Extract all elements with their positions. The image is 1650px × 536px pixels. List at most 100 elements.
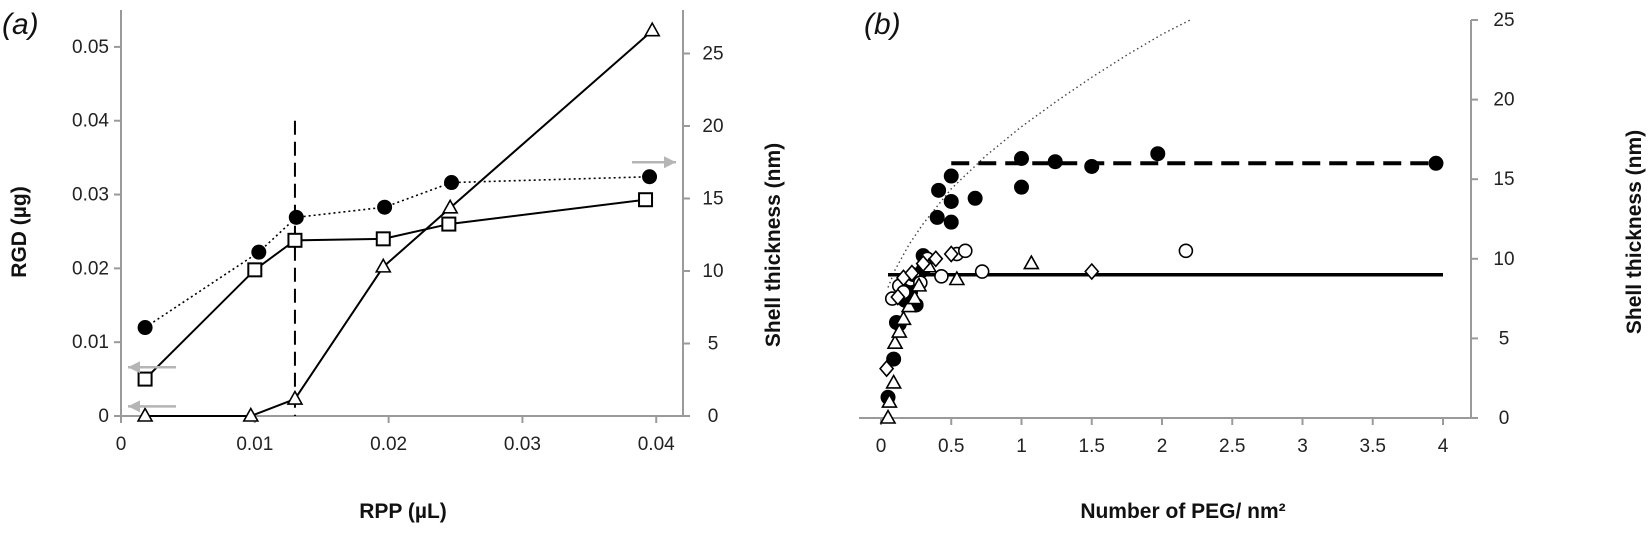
x-tick-label: 0.02 [370, 434, 407, 455]
data-point-triangle-open [910, 276, 928, 292]
data-point-diamond-open [943, 245, 959, 263]
panel-a-label: (a) [2, 8, 39, 41]
right-y-tick-label: 25 [702, 44, 723, 65]
data-point-square-open [441, 216, 457, 232]
data-point-triangle-open [886, 334, 904, 349]
x-tick-label: 2.5 [1219, 436, 1245, 457]
x-tick-label: 2 [1157, 436, 1168, 457]
data-point-diamond-open [915, 254, 931, 273]
reference-line-dotted [887, 19, 1191, 288]
x-tick-label: 1 [1016, 436, 1027, 457]
right-y-tick-label: 5 [708, 334, 719, 355]
left-axis-arrow [128, 361, 176, 374]
data-point-circle-filled [444, 175, 460, 191]
panel-b-label: (b) [864, 8, 901, 41]
x-tick-label: 0.03 [504, 434, 541, 455]
left-y-tick-label: 0.01 [72, 332, 109, 353]
panel-a-left-y-axis-title: RGD (µg) [8, 186, 31, 277]
data-point-circle-filled [931, 182, 947, 198]
data-point-triangle-open [885, 373, 903, 389]
data-point-circle-filled [1014, 151, 1029, 167]
data-point-triangle-open [948, 270, 966, 286]
data-point-triangle-open [374, 257, 392, 273]
x-tick-label: 0.04 [638, 434, 675, 455]
data-point-circle-filled [288, 209, 304, 225]
right-y-tick-label: 10 [1493, 249, 1514, 270]
data-point-diamond-open [904, 264, 920, 282]
x-tick-label: 0 [116, 434, 127, 455]
series-line-square-open [144, 198, 646, 380]
data-point-diamond-open [879, 359, 895, 378]
data-point-diamond-open [890, 288, 906, 306]
right-y-tick-label: 10 [702, 261, 723, 282]
data-point-triangle-open [895, 310, 912, 326]
panel-a-right-y-axis-title: Shell thickness (nm) [762, 143, 785, 347]
data-point-circle-filled [137, 320, 153, 336]
data-point-circle-filled [886, 351, 902, 367]
data-point-circle-open [1178, 243, 1194, 259]
left-y-tick-label: 0.05 [72, 37, 109, 58]
left-y-tick-label: 0 [98, 406, 109, 427]
right-y-tick-label: 20 [1493, 90, 1514, 111]
data-point-circle-filled [642, 169, 658, 185]
data-point-triangle-open [879, 408, 897, 424]
data-point-square-open [638, 192, 654, 208]
panel-b-right-y-axis-title: Shell thickness (nm) [1623, 130, 1646, 334]
x-tick-label: 0.01 [236, 434, 273, 455]
x-tick-label: 1.5 [1079, 436, 1105, 457]
data-point-circle-filled [943, 193, 959, 209]
data-point-circle-filled [1014, 179, 1029, 195]
data-point-triangle-open [286, 389, 304, 405]
data-point-circle-open [957, 243, 973, 259]
right-y-tick-label: 0 [1499, 408, 1510, 429]
series-line-triangle-open [145, 29, 653, 417]
data-point-circle-open [974, 264, 990, 279]
data-point-circle-filled [943, 214, 959, 230]
left-axis-arrow [128, 400, 176, 413]
data-point-square-open [137, 371, 153, 387]
data-point-circle-filled [943, 168, 959, 184]
data-point-triangle-open [136, 406, 154, 422]
left-y-tick-label: 0.03 [72, 185, 109, 206]
right-y-tick-label: 5 [1499, 328, 1510, 349]
left-y-tick-label: 0.04 [72, 111, 109, 132]
data-point-circle-filled [251, 244, 267, 260]
x-tick-label: 0.5 [938, 436, 964, 457]
series-line-circle-filled [144, 175, 650, 329]
right-y-tick-label: 25 [1493, 10, 1514, 31]
panel-b-x-axis-title: Number of PEG/ nm² [1080, 500, 1285, 523]
data-point-square-open [375, 231, 391, 247]
data-point-circle-filled [967, 190, 983, 206]
right-y-tick-label: 15 [702, 189, 723, 210]
right-y-tick-label: 15 [1493, 169, 1514, 190]
panel-b-plot: 0 0.5 1 1.5 2 2.5 3 3.5 4 0 5 10 15 20 25 [859, 10, 1515, 457]
right-y-tick-label: 0 [708, 406, 719, 427]
data-point-circle-filled [929, 209, 945, 225]
x-tick-label: 0 [876, 436, 887, 457]
data-point-square-open [247, 262, 263, 278]
data-point-triangle-open [900, 297, 918, 313]
data-point-circle-filled [1084, 158, 1100, 174]
data-point-circle-filled [1428, 155, 1444, 171]
data-point-triangle-open [890, 322, 908, 338]
data-point-triangle-open [242, 406, 260, 422]
data-point-diamond-open [928, 250, 944, 268]
data-point-triangle-open [1022, 254, 1040, 270]
x-tick-label: 4 [1438, 436, 1449, 457]
data-point-circle-open [934, 269, 949, 284]
data-point-circle-filled [377, 199, 393, 215]
data-point-triangle-open [906, 289, 924, 305]
panel-a-x-axis-title: RPP (µL) [359, 500, 447, 523]
left-y-tick-label: 0.02 [72, 258, 109, 279]
x-tick-label: 3.5 [1360, 436, 1386, 457]
data-point-square-open [287, 232, 303, 248]
data-point-circle-filled [1150, 146, 1166, 162]
data-point-triangle-open [441, 198, 459, 214]
x-tick-label: 3 [1297, 436, 1308, 457]
right-y-tick-label: 20 [702, 116, 723, 137]
right-axis-arrow [632, 156, 676, 169]
panel-a-plot: 0 0.01 0.02 0.03 0.04 0 0.01 0.02 0.03 0.04 0.05 0 5… [72, 10, 724, 455]
data-point-triangle-open [881, 392, 898, 408]
data-point-circle-filled [1047, 154, 1063, 170]
